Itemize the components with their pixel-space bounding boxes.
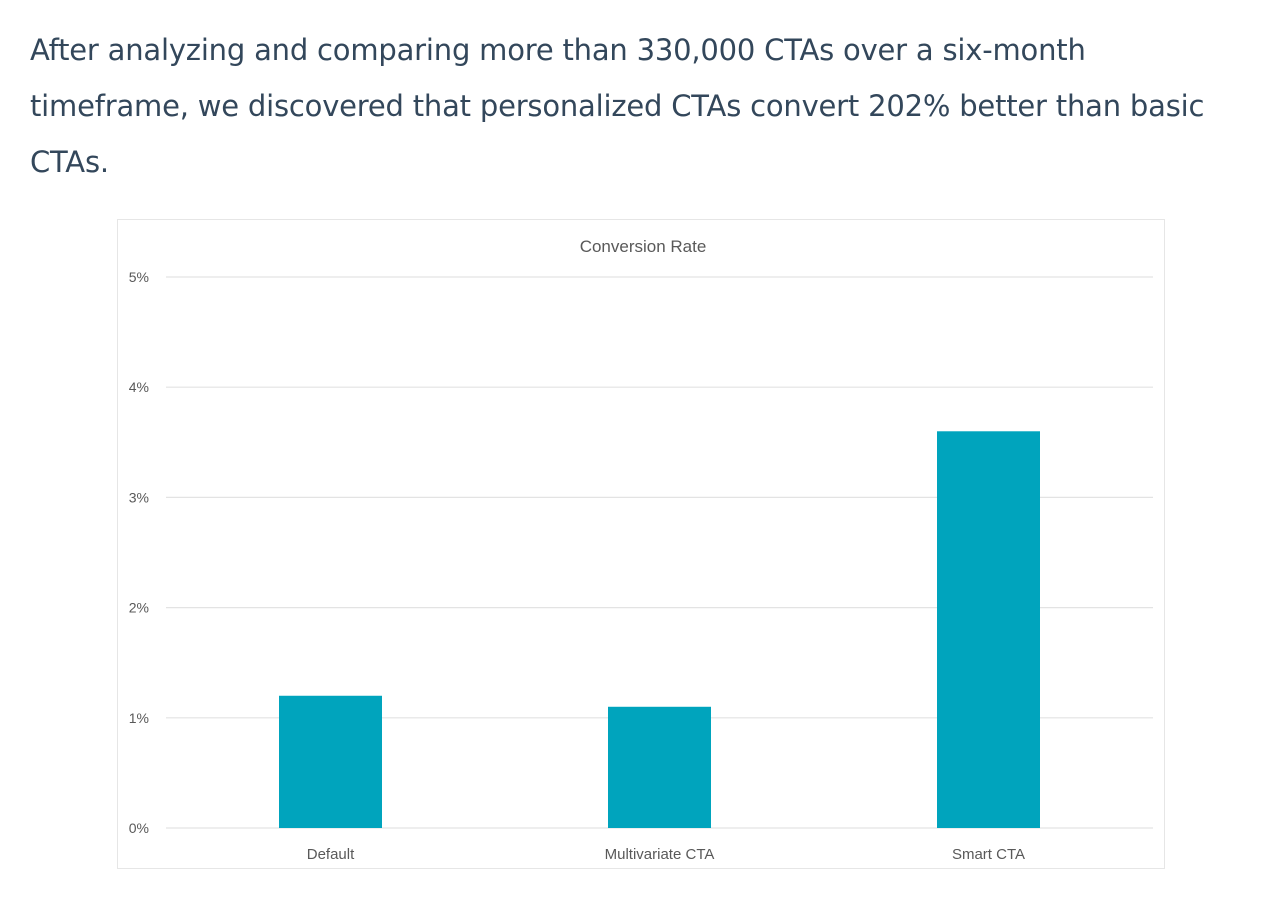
y-tick-label: 4% xyxy=(129,379,149,395)
bar-multivariate-cta xyxy=(608,706,711,828)
y-axis-ticks: 0% 1% 2% 3% 4% 5% xyxy=(129,269,149,836)
bar-smart-cta xyxy=(937,431,1040,828)
x-axis-labels: Default Multivariate CTA Smart CTA xyxy=(307,846,1025,863)
y-tick-label: 2% xyxy=(129,600,149,616)
y-tick-label: 5% xyxy=(129,269,149,285)
article-paragraph: After analyzing and comparing more than … xyxy=(30,33,1205,179)
chart-canvas: Conversion Rate 0% 1% 2% 3% 4% 5% Default Mult… xyxy=(129,237,1153,863)
y-tick-label: 0% xyxy=(129,820,149,836)
x-tick-label: Default xyxy=(307,846,355,863)
y-tick-label: 1% xyxy=(129,710,149,726)
x-tick-label: Multivariate CTA xyxy=(605,846,715,863)
x-tick-label: Smart CTA xyxy=(952,846,1025,863)
bars xyxy=(279,431,1040,828)
y-tick-label: 3% xyxy=(129,489,149,505)
chart-title: Conversion Rate xyxy=(580,237,707,256)
conversion-rate-chart: Conversion Rate 0% 1% 2% 3% 4% 5% Default Mult… xyxy=(117,219,1165,869)
bar-default xyxy=(279,695,382,828)
